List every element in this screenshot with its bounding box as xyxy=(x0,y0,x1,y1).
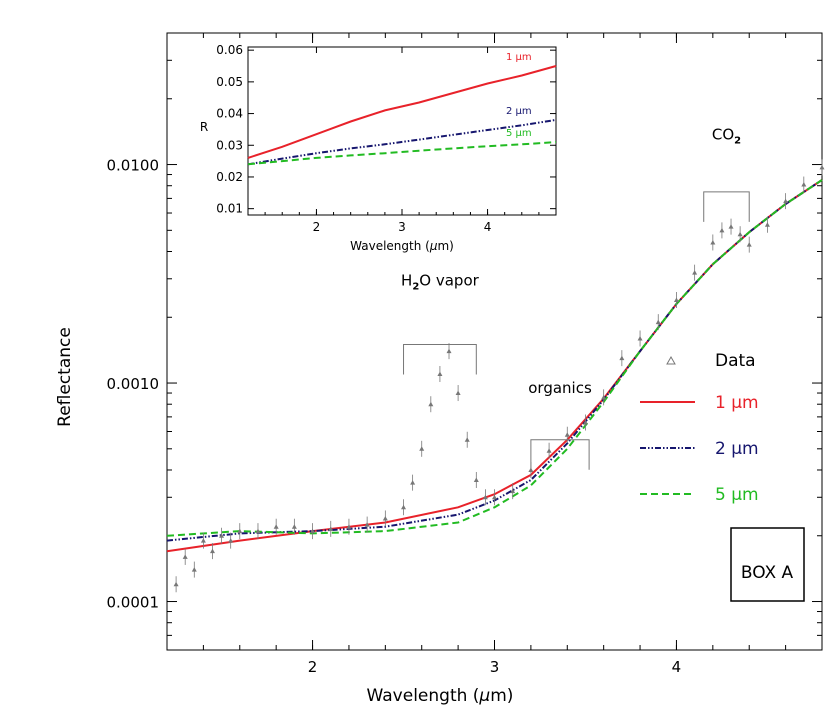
legend-items: 1 μm 2 μm 5 μm xyxy=(640,393,759,505)
inset-series-lines xyxy=(247,65,557,166)
data-point xyxy=(364,522,370,527)
main-x-axis-label: Wavelength (μm) xyxy=(367,686,514,706)
legend-label-2um: 2 μm xyxy=(715,439,759,459)
series-line-2um xyxy=(166,179,823,542)
data-point xyxy=(510,488,516,494)
annotation-bracket xyxy=(530,439,590,470)
data-point xyxy=(173,581,179,587)
data-point xyxy=(746,242,752,247)
box-a: BOX A xyxy=(730,527,805,602)
data-point xyxy=(328,526,334,531)
annotation-label: H2O vapor xyxy=(401,271,480,292)
main-x-tick-label: 2 xyxy=(308,658,318,676)
data-point xyxy=(219,533,225,538)
data-point xyxy=(637,335,643,341)
data-point xyxy=(619,355,625,361)
inset-x-tick-label: 3 xyxy=(398,220,406,234)
data-point xyxy=(482,494,488,500)
annotation-label: organics xyxy=(528,379,592,397)
data-point xyxy=(310,528,316,534)
data-point xyxy=(728,224,734,229)
data-point xyxy=(546,448,552,453)
inset-series-line-2um xyxy=(247,118,557,166)
data-point xyxy=(291,524,297,529)
legend: Data 1 μm 2 μm 5 μm xyxy=(640,351,759,505)
data-point xyxy=(182,554,188,559)
annotation-label: CO2 xyxy=(712,126,741,147)
inset-axis-ticks: 2 3 4 0.01 0.02 0.03 0.04 0.05 0.06 xyxy=(216,43,557,234)
main-axis-ticks: 2 3 4 0.0001 0.0010 0.0100 xyxy=(107,32,823,676)
legend-label-5um: 5 μm xyxy=(715,485,759,505)
data-point xyxy=(737,231,743,237)
data-point xyxy=(783,198,789,204)
inset-plot: 2 3 4 0.01 0.02 0.03 0.04 0.05 0.06 1 μm 2 μm 5 μm… xyxy=(200,43,557,253)
inset-label-2um: 2 μm xyxy=(506,106,532,117)
data-point xyxy=(437,371,443,376)
main-annotations: H2O vapor organics CO2 xyxy=(401,126,750,470)
main-x-tick-label: 4 xyxy=(672,658,682,676)
inset-label-1um: 1 μm xyxy=(506,52,532,63)
data-point xyxy=(464,437,470,442)
data-point xyxy=(492,494,497,500)
data-point xyxy=(582,419,588,425)
inset-y-tick-label: 0.01 xyxy=(216,202,243,216)
data-point xyxy=(419,446,425,451)
data-point xyxy=(455,390,461,396)
inset-x-tick-label: 4 xyxy=(484,220,492,234)
data-point xyxy=(401,504,407,510)
data-point xyxy=(564,432,570,437)
data-point xyxy=(410,480,416,485)
data-point xyxy=(710,239,716,245)
main-y-tick-label: 0.0001 xyxy=(107,594,160,612)
inset-y-tick-label: 0.03 xyxy=(216,138,243,152)
data-point xyxy=(764,222,770,227)
inset-y-tick-label: 0.06 xyxy=(216,43,243,57)
data-point xyxy=(382,515,388,521)
annotation-bracket xyxy=(703,191,750,222)
inset-series-line-1um xyxy=(247,65,557,159)
inset-y-tick-label: 0.04 xyxy=(216,107,243,121)
main-plot: 2 3 4 0.0001 0.0010 0.0100 H2O vapor organics C… xyxy=(55,32,825,706)
inset-series-labels: 1 μm 2 μm 5 μm xyxy=(506,52,532,139)
inset-x-axis-label: Wavelength (μm) xyxy=(350,239,454,253)
data-point xyxy=(255,528,261,534)
main-data-points xyxy=(173,159,825,593)
data-point xyxy=(819,164,825,170)
data-point xyxy=(428,401,434,407)
legend-data-marker xyxy=(666,355,676,365)
data-point xyxy=(655,319,661,325)
data-point xyxy=(692,270,698,275)
inset-y-tick-label: 0.05 xyxy=(216,75,243,89)
main-y-tick-label: 0.0010 xyxy=(107,375,160,393)
annotation-bracket xyxy=(403,344,477,375)
data-point xyxy=(673,297,679,302)
data-point xyxy=(209,548,215,554)
data-point xyxy=(191,567,197,572)
main-y-axis-label: Reflectance xyxy=(55,327,75,427)
main-x-tick-label: 3 xyxy=(490,658,500,676)
data-point xyxy=(719,227,725,233)
box-a-label: BOX A xyxy=(741,563,794,583)
inset-y-axis-label: R xyxy=(200,120,208,134)
inset-x-tick-label: 2 xyxy=(313,220,321,234)
data-point xyxy=(237,528,243,534)
data-point xyxy=(273,524,279,529)
data-point xyxy=(446,348,452,354)
data-point xyxy=(473,477,479,482)
data-point xyxy=(801,182,807,187)
main-y-tick-label: 0.0100 xyxy=(107,157,160,175)
inset-y-tick-label: 0.02 xyxy=(216,170,243,184)
inset-series-line-5um xyxy=(247,141,557,166)
inset-label-5um: 5 μm xyxy=(506,128,532,139)
data-point xyxy=(346,524,352,529)
data-point xyxy=(601,394,607,400)
legend-label-1um: 1 μm xyxy=(715,393,759,413)
data-point xyxy=(200,538,206,543)
data-point xyxy=(228,538,234,543)
series-line-5um xyxy=(166,179,823,537)
legend-data-label: Data xyxy=(715,351,756,371)
box-a-frame xyxy=(730,527,805,602)
